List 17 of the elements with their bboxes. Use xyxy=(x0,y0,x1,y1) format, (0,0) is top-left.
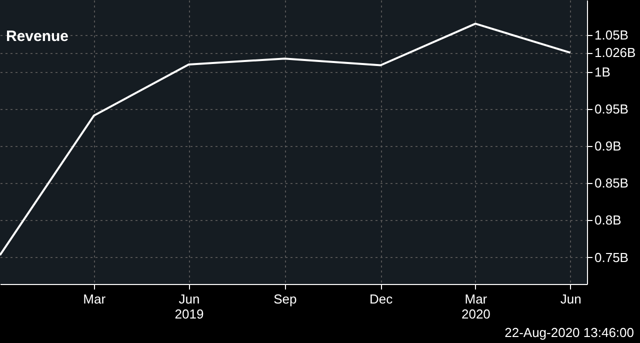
y-tick-label: 1B xyxy=(594,64,610,80)
x-tick-label: Mar xyxy=(83,292,106,306)
y-tick-label: 0.85B xyxy=(594,176,628,191)
x-tick-label: Dec xyxy=(369,292,394,306)
y-tick-label: 0.9B xyxy=(594,138,622,154)
x-tick-label: Jun 2019 xyxy=(174,292,204,322)
y-tick-label: 1.05B xyxy=(594,27,628,42)
text: 22-Aug-2020 13:46:00 xyxy=(504,324,635,342)
y-tick-label: 0.95B xyxy=(594,102,628,117)
text: Revenue xyxy=(6,28,69,45)
y-tick-label: 1.026B xyxy=(594,45,636,60)
x-tick-label: Jun xyxy=(560,292,582,306)
x-tick-label: Mar 2020 xyxy=(461,292,490,322)
y-tick-label: 0.75B xyxy=(594,250,628,265)
y-tick-label: 0.8B xyxy=(594,212,622,228)
line-series xyxy=(0,22,572,256)
x-tick-label: Sep xyxy=(274,292,297,306)
